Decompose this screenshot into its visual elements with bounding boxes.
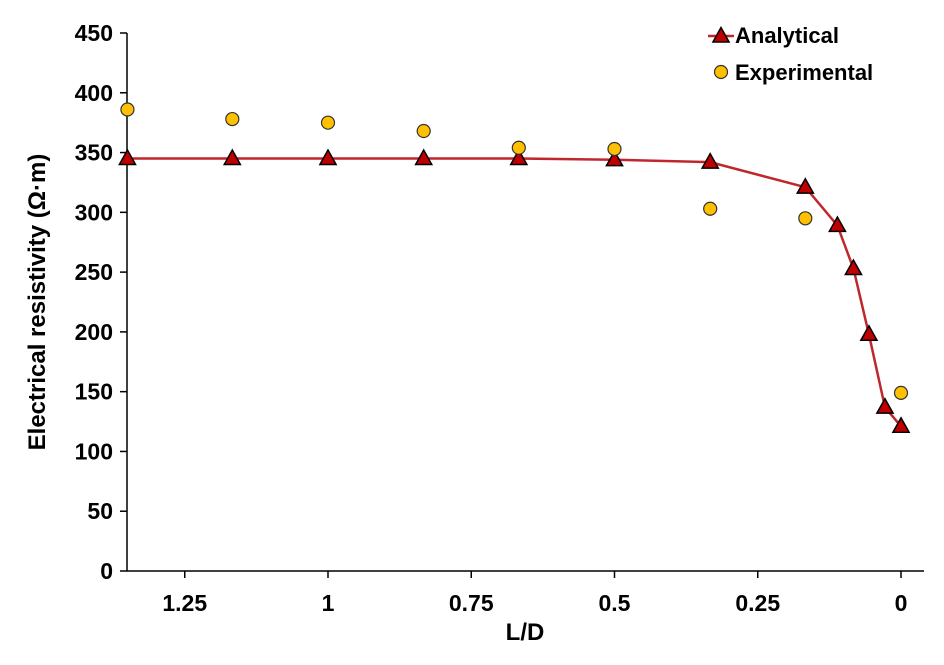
x-tick-label: 0.75 (449, 590, 494, 616)
point-experimental (225, 111, 240, 127)
x-tick-label: 0.5 (599, 590, 631, 616)
y-tick-label: 300 (75, 199, 113, 225)
point-analytical (859, 324, 879, 341)
point-analytical (318, 148, 338, 166)
y-axis-title: Electrical resistivity (Ω·m) (24, 154, 51, 451)
y-tick-label: 100 (75, 438, 113, 464)
point-experimental (320, 115, 336, 130)
y-tick-label: 400 (75, 80, 113, 106)
point-experimental (120, 102, 135, 117)
x-tick-label: 0 (895, 590, 908, 616)
point-analytical (414, 148, 434, 166)
legend-marker-experimental (713, 64, 729, 80)
point-analytical (875, 397, 895, 414)
point-analytical (844, 258, 863, 276)
x-tick-label: 1.25 (162, 590, 207, 616)
legend: Analytical Experimental (708, 23, 873, 85)
point-experimental (798, 211, 813, 226)
x-axis-title: L/D (506, 619, 545, 646)
point-analytical (509, 148, 529, 166)
point-analytical (222, 148, 242, 166)
y-tick-label: 350 (75, 140, 113, 166)
legend-label-experimental: Experimental (735, 60, 873, 85)
point-experimental (416, 123, 431, 139)
x-tick-label: 0.25 (735, 590, 780, 616)
point-analytical (700, 152, 720, 169)
y-tick-label: 50 (87, 498, 113, 524)
x-tick-label: 1 (322, 590, 335, 616)
point-analytical (891, 416, 911, 434)
point-analytical (828, 215, 847, 233)
y-tick-label: 200 (75, 319, 113, 345)
point-experimental (703, 201, 718, 216)
y-tick-label: 450 (75, 20, 113, 46)
point-experimental (893, 385, 909, 400)
point-analytical (605, 149, 624, 167)
series-line-analytical (127, 157, 902, 428)
y-tick-label: 150 (75, 379, 113, 405)
y-tick-label: 250 (75, 259, 113, 285)
legend-marker-analytical (711, 25, 731, 43)
y-tick-label: 0 (100, 558, 113, 584)
legend-label-analytical: Analytical (735, 23, 839, 48)
point-analytical (795, 177, 815, 194)
point-experimental (607, 141, 622, 157)
point-analytical (118, 148, 137, 166)
point-experimental (511, 140, 526, 155)
